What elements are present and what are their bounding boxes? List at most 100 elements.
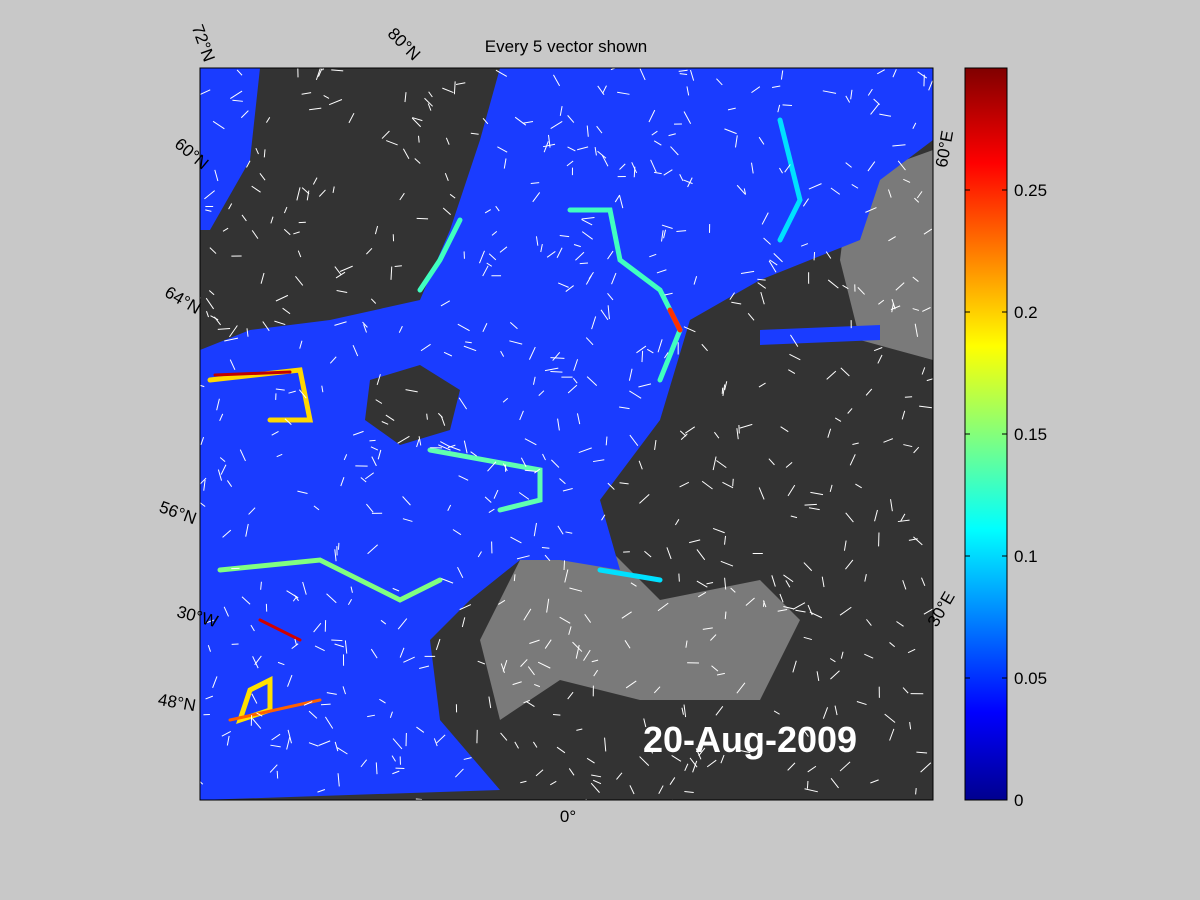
vector (585, 275, 592, 285)
vector (528, 346, 536, 360)
vector (241, 214, 247, 222)
vector (572, 641, 583, 652)
vector (845, 162, 852, 168)
vector (920, 762, 932, 773)
vector (296, 187, 301, 201)
vector (790, 334, 799, 347)
vector (644, 550, 652, 558)
vector (236, 69, 243, 76)
vector (897, 160, 906, 171)
vector (454, 768, 464, 778)
vector (370, 446, 379, 451)
vector (586, 376, 598, 386)
vector (847, 408, 853, 414)
vector (653, 140, 662, 146)
vector (550, 121, 563, 130)
vector (210, 315, 219, 321)
vector (416, 726, 425, 733)
vector (516, 555, 530, 560)
vector (706, 759, 717, 768)
vector (444, 173, 449, 181)
vector (777, 608, 788, 612)
vector (470, 132, 479, 135)
vector (648, 109, 656, 123)
vector (402, 148, 410, 159)
vector (771, 85, 781, 89)
vector (923, 608, 933, 615)
vector (736, 428, 739, 440)
vector (286, 736, 291, 750)
vector (909, 721, 912, 730)
vector (711, 665, 719, 672)
vector (928, 80, 933, 91)
vector (813, 251, 816, 261)
vector (534, 683, 541, 688)
vector (523, 608, 532, 621)
vector (221, 731, 231, 737)
vector (416, 217, 429, 220)
vector (397, 435, 410, 444)
vector (559, 235, 570, 238)
vector (326, 692, 337, 695)
vector (564, 569, 569, 583)
vector (840, 367, 850, 377)
vector (519, 410, 524, 421)
vector (336, 747, 348, 755)
vector (567, 691, 574, 700)
vector (318, 740, 331, 746)
vector (826, 370, 837, 380)
vector (557, 282, 569, 288)
vector (488, 508, 495, 514)
vector (661, 230, 664, 242)
vector (294, 638, 297, 646)
vector (271, 430, 279, 436)
vector (692, 760, 698, 773)
vector (271, 733, 281, 741)
vector (808, 507, 820, 511)
vector (381, 130, 390, 139)
vector (658, 785, 664, 794)
vector (698, 591, 707, 598)
vector (241, 596, 251, 605)
vector (207, 645, 211, 652)
vector (497, 146, 508, 153)
ocean (200, 68, 260, 230)
vector (314, 645, 325, 652)
vector (790, 515, 798, 519)
vector (229, 359, 236, 370)
vector (822, 707, 829, 719)
vector (586, 125, 589, 137)
vector (374, 225, 379, 235)
vector (246, 160, 251, 168)
vector (458, 475, 469, 481)
vector (830, 778, 839, 789)
vector (864, 653, 874, 659)
vector (735, 135, 738, 148)
vector (270, 216, 274, 224)
vector (403, 656, 415, 663)
vector (678, 69, 688, 72)
vector (916, 751, 928, 754)
vector (900, 513, 906, 522)
vector (816, 671, 820, 682)
vector (578, 447, 592, 454)
vector (414, 158, 421, 164)
vector (541, 546, 550, 549)
vector (737, 749, 751, 754)
vector (419, 665, 430, 669)
vector (681, 707, 684, 715)
vector (850, 89, 853, 100)
vector (690, 69, 695, 81)
vector (440, 300, 451, 307)
vector (255, 147, 259, 155)
vector (412, 117, 423, 122)
vector (367, 544, 379, 555)
vector (653, 686, 661, 694)
vector (727, 107, 736, 111)
iceland (365, 365, 460, 445)
vector (724, 577, 727, 590)
vector (912, 122, 917, 129)
vector (245, 523, 249, 537)
vector (683, 179, 693, 185)
vector (680, 433, 688, 440)
